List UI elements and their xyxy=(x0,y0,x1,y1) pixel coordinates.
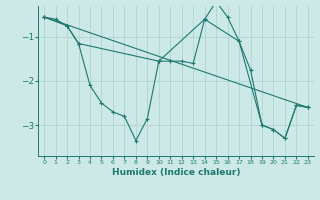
X-axis label: Humidex (Indice chaleur): Humidex (Indice chaleur) xyxy=(112,168,240,177)
